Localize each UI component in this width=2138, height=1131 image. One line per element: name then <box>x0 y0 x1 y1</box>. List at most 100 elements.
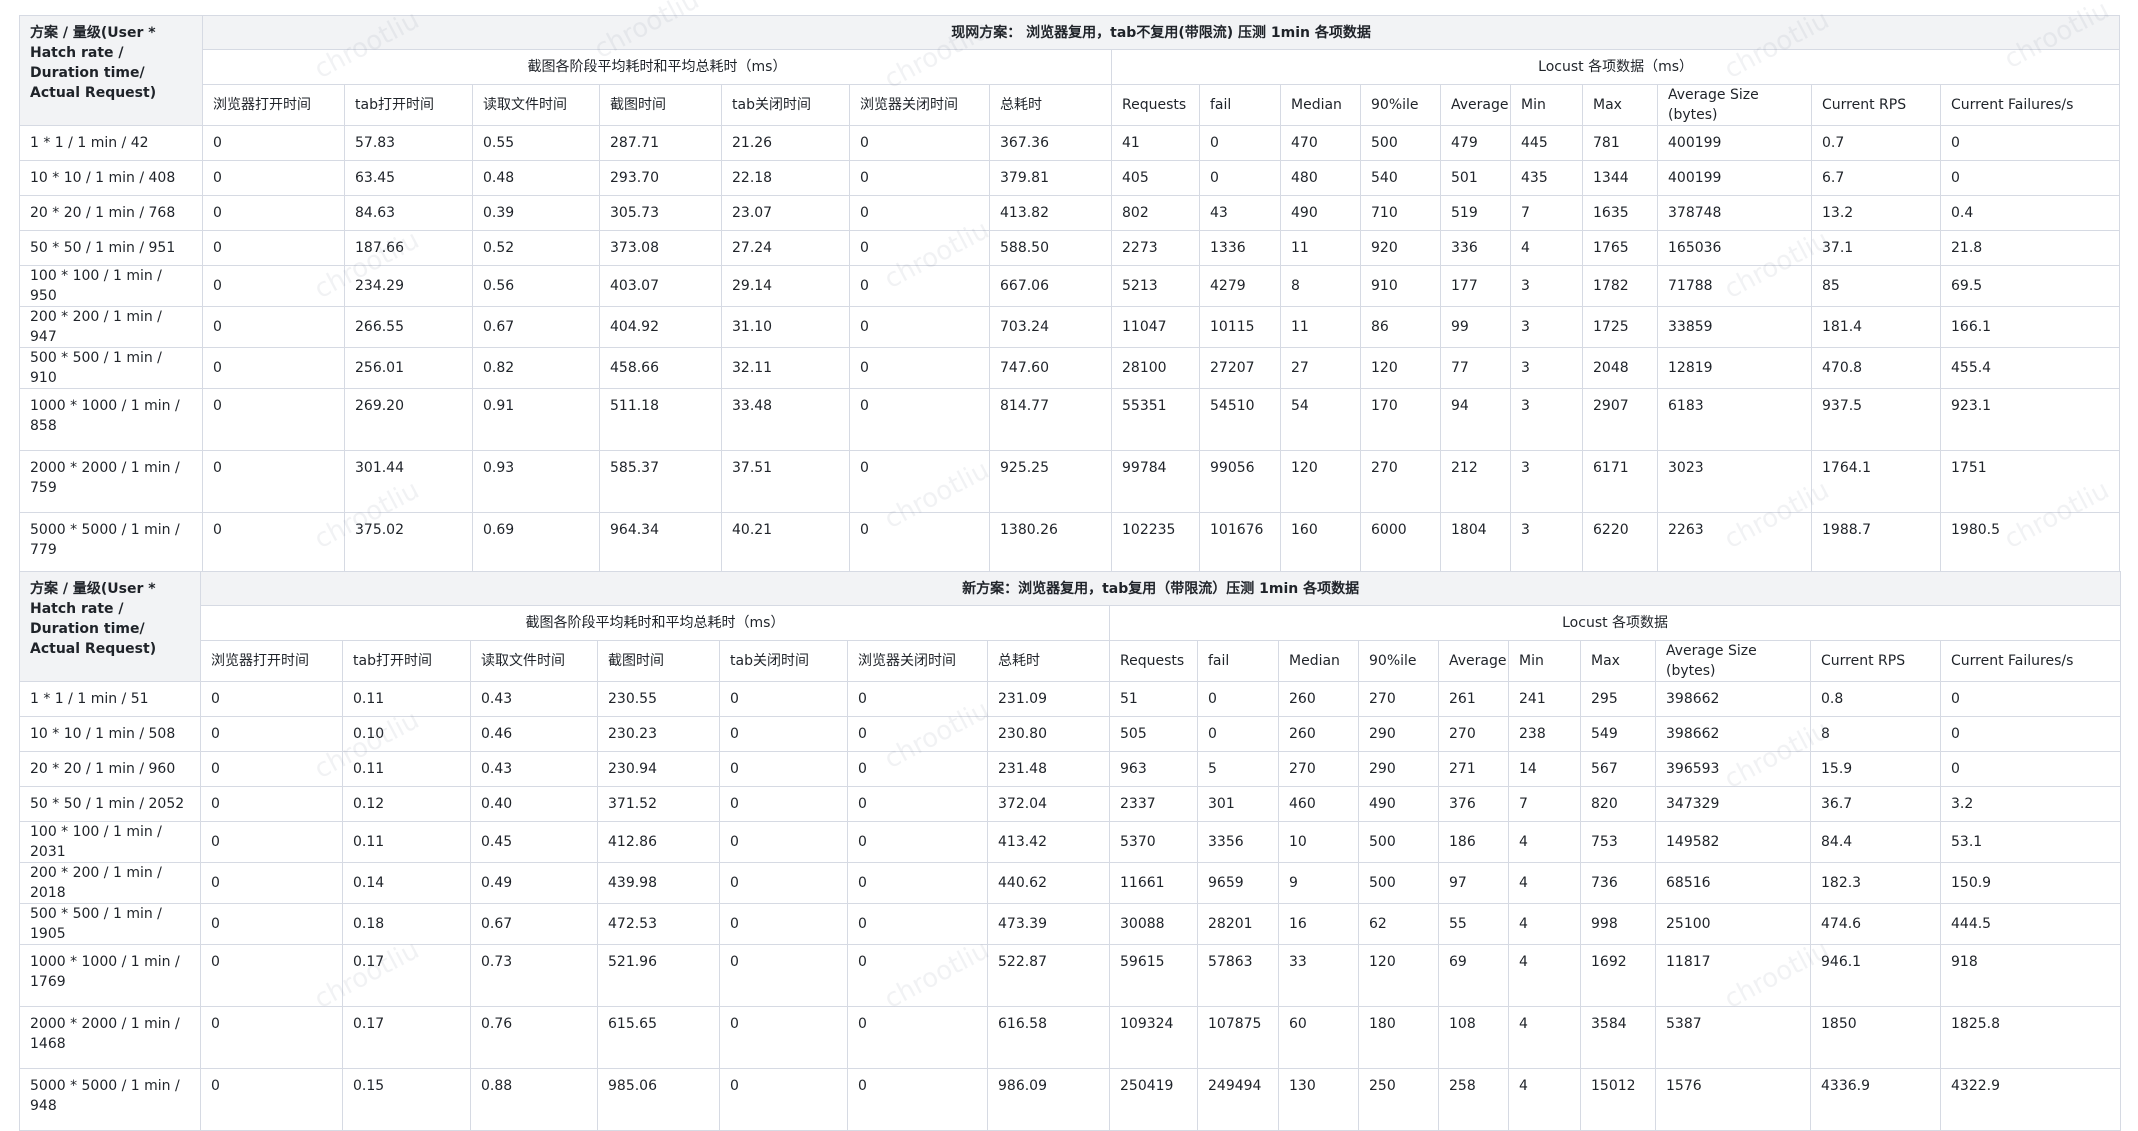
column-header: fail <box>1197 640 1279 682</box>
column-header: Min <box>1508 640 1581 682</box>
table-cell: 0.46 <box>470 716 598 752</box>
table-cell: 0.91 <box>472 388 600 451</box>
table-cell: 820 <box>1580 786 1656 822</box>
table-cell: 413.82 <box>989 195 1112 231</box>
table-cell: 187.66 <box>344 230 473 266</box>
table-cell: 149582 <box>1655 821 1811 863</box>
table-cell: 0.11 <box>342 751 471 787</box>
table-cell: 0 <box>1197 716 1279 752</box>
table-cell: 14 <box>1508 751 1581 787</box>
table-cell: 97 <box>1438 862 1509 904</box>
table-cell: 567 <box>1580 751 1656 787</box>
table-cell: 1980.5 <box>1939 512 2121 575</box>
table-cell: 25100 <box>1655 903 1811 945</box>
table-cell: 398662 <box>1655 681 1811 717</box>
table-cell: 0 <box>849 125 990 161</box>
table-cell: 230.94 <box>597 751 720 787</box>
table-cell: 474.6 <box>1810 903 1941 945</box>
table-row: 50 * 50 / 1 min / 951 0 187.66 0.52 373.08 27… <box>19 230 2121 266</box>
table-cell: 170 <box>1360 388 1441 451</box>
table-cell: 0 <box>847 786 988 822</box>
column-header: 总耗时 <box>989 84 1112 126</box>
table-cell: 0.17 <box>342 1006 471 1069</box>
table-cell: 736 <box>1580 862 1656 904</box>
table-cell: 11 <box>1280 230 1361 266</box>
table-cell: 444.5 <box>1939 903 2122 945</box>
table-cell: 21.8 <box>1939 230 2121 266</box>
table-cell: 37.51 <box>721 450 850 513</box>
table-cell: 261 <box>1438 681 1509 717</box>
table-cell: 15.9 <box>1810 751 1941 787</box>
table-cell: 0.88 <box>470 1068 598 1131</box>
table-cell: 6000 <box>1360 512 1441 575</box>
table-cell: 412.86 <box>597 821 720 863</box>
table-cell: 0.8 <box>1810 681 1941 717</box>
table-cell: 0 <box>202 512 345 575</box>
table-cell: 920 <box>1360 230 1441 266</box>
table-row: 100 * 100 / 1 min / 2031 0 0.11 0.45 412.86 0… <box>19 821 2122 863</box>
table-cell: 5 <box>1197 751 1279 787</box>
column-header: 读取文件时间 <box>470 640 598 682</box>
table-cell: 120 <box>1358 944 1439 1007</box>
table-cell: 212 <box>1440 450 1511 513</box>
table-cell: 400199 <box>1657 160 1812 196</box>
load-test-table-current: 方案 / 量级(User * Hatch rate / Duration tim… <box>19 15 2121 575</box>
table-cell: 5370 <box>1109 821 1198 863</box>
table-cell: 4 <box>1508 1068 1581 1131</box>
table-cell: 55351 <box>1111 388 1200 451</box>
table-title: 新方案：浏览器复用，tab复用（带限流）压测 1min 各项数据 <box>199 571 2122 606</box>
table-cell: 0.10 <box>342 716 471 752</box>
table-cell: 160 <box>1280 512 1361 575</box>
table-cell: 0 <box>200 786 343 822</box>
table-cell: 230.23 <box>597 716 720 752</box>
table-cell: 490 <box>1358 786 1439 822</box>
table-cell: 8 <box>1810 716 1941 752</box>
table-cell: 3023 <box>1657 450 1812 513</box>
table-cell: 0.73 <box>470 944 598 1007</box>
table-cell: 3 <box>1510 306 1583 348</box>
table-cell: 435 <box>1510 160 1583 196</box>
row-label-cell: 500 * 500 / 1 min / 910 <box>19 347 203 389</box>
table-cell: 33859 <box>1657 306 1812 348</box>
table-cell: 41 <box>1111 125 1200 161</box>
table-cell: 241 <box>1508 681 1581 717</box>
table-cell: 0 <box>847 821 988 863</box>
table-cell: 1782 <box>1582 265 1658 307</box>
table-cell: 4336.9 <box>1810 1068 1941 1131</box>
table-cell: 9 <box>1278 862 1359 904</box>
table-cell: 0.15 <box>342 1068 471 1131</box>
table-row: 500 * 500 / 1 min / 1905 0 0.18 0.67 472.53 0… <box>19 903 2122 945</box>
table-cell: 2048 <box>1582 347 1658 389</box>
table-cell: 1988.7 <box>1811 512 1941 575</box>
table-cell: 946.1 <box>1810 944 1941 1007</box>
table-cell: 479 <box>1440 125 1511 161</box>
table-cell: 0 <box>849 195 990 231</box>
table-row: 20 * 20 / 1 min / 960 0 0.11 0.43 230.94 0 0 23… <box>19 751 2122 787</box>
table-cell: 540 <box>1360 160 1441 196</box>
table-cell: 470.8 <box>1811 347 1941 389</box>
table-row: 100 * 100 / 1 min / 950 0 234.29 0.56 403.07… <box>19 265 2121 307</box>
table-corner-header: 方案 / 量级(User * Hatch rate / Duration tim… <box>19 571 201 682</box>
table-cell: 1380.26 <box>989 512 1112 575</box>
table-cell: 6171 <box>1582 450 1658 513</box>
table-cell: 0.14 <box>342 862 471 904</box>
row-label-cell: 100 * 100 / 1 min / 2031 <box>19 821 201 863</box>
row-label-cell: 50 * 50 / 1 min / 2052 <box>19 786 201 822</box>
row-label-cell: 20 * 20 / 1 min / 960 <box>19 751 201 787</box>
table-cell: 986.09 <box>987 1068 1110 1131</box>
table-cell: 667.06 <box>989 265 1112 307</box>
table-cell: 1825.8 <box>1939 1006 2122 1069</box>
column-header: Max <box>1582 84 1658 126</box>
row-label-cell: 50 * 50 / 1 min / 951 <box>19 230 203 266</box>
table-cell: 398662 <box>1655 716 1811 752</box>
table-cell: 0 <box>847 1068 988 1131</box>
column-header: Current RPS <box>1811 84 1941 126</box>
table-row: 5000 * 5000 / 1 min / 779 0 375.02 0.69 964.… <box>19 512 2121 575</box>
table-cell: 51 <box>1109 681 1198 717</box>
table-cell: 455.4 <box>1939 347 2121 389</box>
table-cell: 0 <box>200 862 343 904</box>
table-cell: 440.62 <box>987 862 1110 904</box>
table-cell: 27207 <box>1199 347 1281 389</box>
table-cell: 0 <box>200 903 343 945</box>
table-cell: 11817 <box>1655 944 1811 1007</box>
